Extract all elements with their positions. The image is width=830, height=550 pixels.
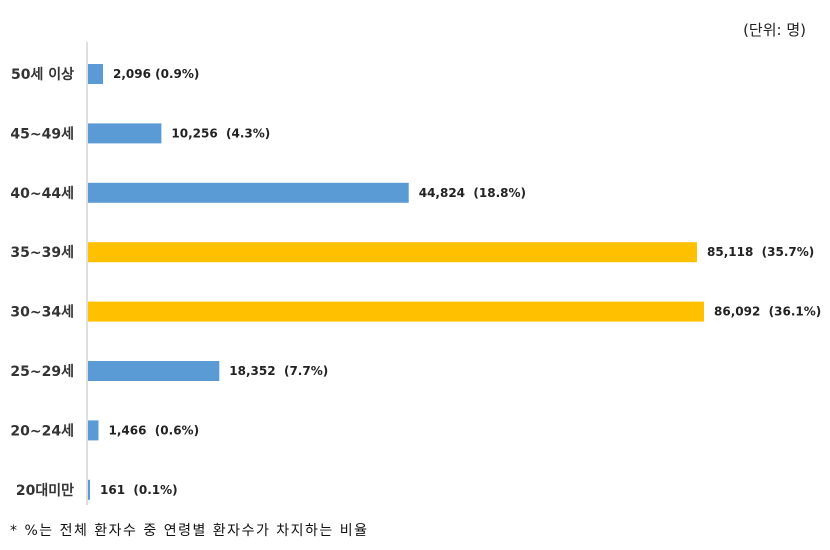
category-label: 35~39세 — [10, 245, 74, 261]
data-label: 18,352 (7.7%) — [229, 364, 328, 378]
data-label: 161 (0.1%) — [100, 483, 178, 497]
bar — [88, 361, 220, 381]
category-label: 25~29세 — [10, 364, 74, 380]
category-label: 45~49세 — [10, 126, 74, 142]
category-label: 20~24세 — [10, 423, 74, 439]
data-label: 86,092 (36.1%) — [714, 305, 821, 319]
data-label: 1,466 (0.6%) — [108, 423, 199, 437]
data-label: 85,118 (35.7%) — [707, 245, 814, 259]
category-label: 30~34세 — [10, 305, 74, 321]
category-label: 40~44세 — [10, 186, 74, 202]
data-label: 10,256 (4.3%) — [171, 126, 270, 140]
unit-label: (단위: 명) — [743, 21, 806, 39]
bar — [88, 64, 103, 84]
bar-chart: 50세 이상 2,096 (0.9%) 45~49세 10,256 (4.3%) 40~… — [10, 42, 821, 505]
bar — [88, 123, 162, 144]
bar — [88, 182, 409, 203]
footnote: * %는 전체 환자수 중 연령별 환자수가 차지하는 비율 — [10, 523, 369, 539]
data-label: 2,096 (0.9%) — [113, 67, 199, 81]
category-label: 50세 이상 — [11, 66, 74, 83]
bar — [88, 242, 698, 263]
bar — [88, 301, 704, 322]
data-label: 44,824 (18.8%) — [419, 186, 526, 200]
bar — [88, 420, 99, 441]
category-label: 20대미만 — [16, 483, 74, 499]
bar — [88, 479, 90, 500]
